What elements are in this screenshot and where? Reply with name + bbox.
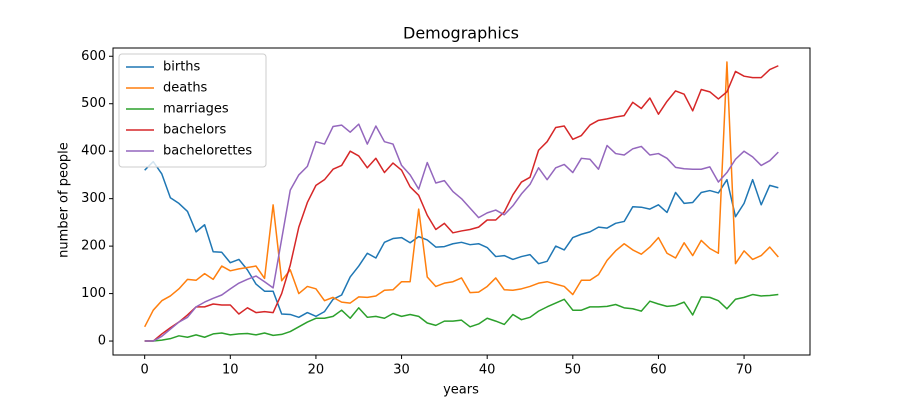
y-tick-label: 100 <box>81 286 106 301</box>
line-series <box>144 65 779 342</box>
x-tick-label: 70 <box>736 363 753 378</box>
x-tick-label: 40 <box>479 363 496 378</box>
x-tick-label: 60 <box>650 363 667 378</box>
legend-label: marriages <box>163 102 229 117</box>
plot-frame <box>112 47 811 356</box>
x-tick-label: 50 <box>565 363 582 378</box>
x-tick-label: 0 <box>141 363 149 378</box>
x-tick-label: 20 <box>308 363 325 378</box>
chart-title: Demographics <box>403 24 519 43</box>
y-tick-label: 300 <box>81 191 106 206</box>
legend-label: bachelors <box>163 123 227 138</box>
y-tick-label: 500 <box>81 96 106 111</box>
line-series <box>144 160 779 319</box>
y-tick-label: 0 <box>98 334 106 349</box>
legend-label: deaths <box>163 81 208 96</box>
x-axis-label: years <box>443 383 479 398</box>
y-tick-label: 400 <box>81 144 106 159</box>
legend-label: bachelorettes <box>163 144 252 159</box>
line-series <box>144 293 779 342</box>
y-tick-label: 200 <box>81 239 106 254</box>
x-tick-label: 30 <box>393 363 410 378</box>
legend: births deaths marriages bachelors bacheloret… <box>118 53 267 168</box>
legend-label: births <box>163 60 201 75</box>
y-axis-label: number of people <box>57 142 72 258</box>
line-series <box>144 61 779 328</box>
x-tick-label: 10 <box>222 363 239 378</box>
legend-box <box>118 53 267 168</box>
line-series <box>144 123 779 342</box>
y-tick-label: 600 <box>81 49 106 64</box>
